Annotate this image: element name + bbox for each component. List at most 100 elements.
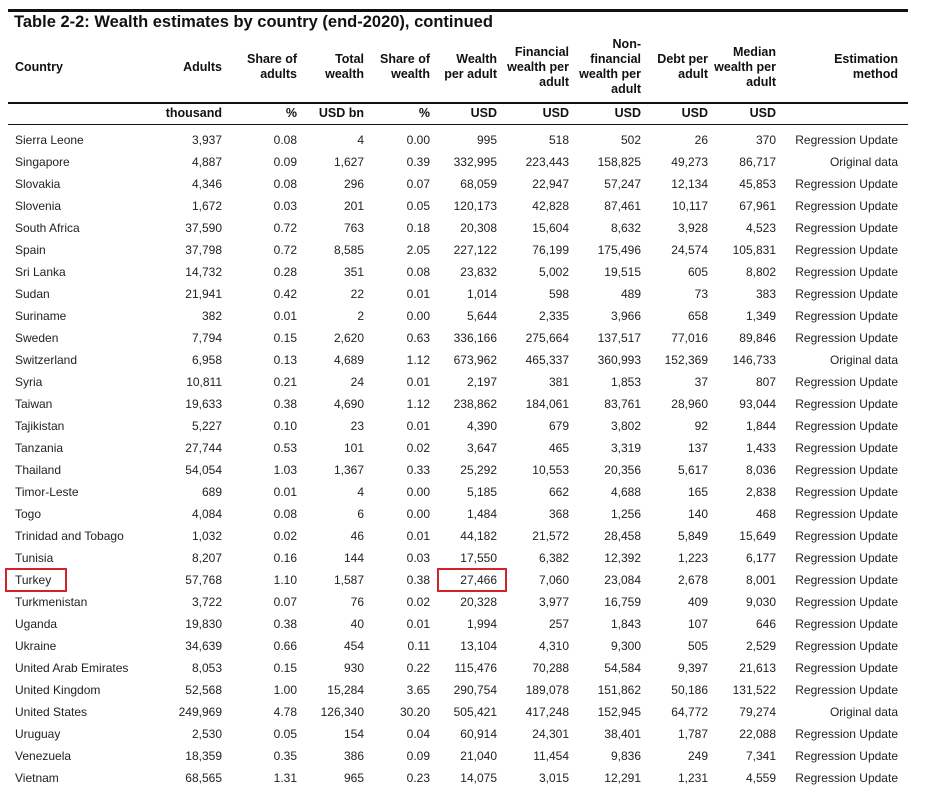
table-cell: 1,223: [677, 551, 708, 565]
table-cell: 689: [201, 485, 222, 499]
table-cell: 64,772: [671, 705, 708, 719]
table-cell: 5,617: [677, 463, 708, 477]
table-row: Sudan 21,941 0.42 22 0.01 1,014 598 489 73 383 Reg…: [0, 284, 945, 306]
table-title: Table 2-2: Wealth estimates by country (…: [14, 13, 493, 31]
table-cell: 2,529: [745, 639, 776, 653]
table-cell: 34,639: [185, 639, 222, 653]
table-row: Tunisia 8,207 0.16 144 0.03 17,550 6,382 12,392…: [0, 548, 945, 570]
table-cell: 8,632: [610, 221, 641, 235]
table-cell: 5,185: [466, 485, 497, 499]
table-cell: 1,787: [677, 727, 708, 741]
table-cell: 25,292: [460, 463, 497, 477]
table-cell: 1,844: [745, 419, 776, 433]
table-cell: 50,186: [671, 683, 708, 697]
table-cell: 0.38: [406, 573, 430, 587]
table-cell: 30.20: [399, 705, 430, 719]
table-cell: 89,846: [739, 331, 776, 345]
table-cell: Regression Update: [795, 507, 898, 521]
table-cell: 45,853: [739, 177, 776, 191]
table-cell: 673,962: [453, 353, 497, 367]
table-cell: 0.02: [406, 595, 430, 609]
table-cell: 0.22: [406, 661, 430, 675]
table-cell: 3,928: [677, 221, 708, 235]
table-cell: 4,887: [191, 155, 222, 169]
country-name: Tajikistan: [15, 419, 65, 433]
table-cell: 38,401: [604, 727, 641, 741]
table-cell: 73: [694, 287, 708, 301]
unit-label: %: [418, 106, 430, 120]
table-cell: 0.05: [273, 727, 297, 741]
table-row: Turkmenistan 3,722 0.07 76 0.02 20,328 3,977 16…: [0, 592, 945, 614]
country-name: South Africa: [15, 221, 80, 235]
table-row: Venezuela 18,359 0.35 386 0.09 21,040 11,454 9,…: [0, 746, 945, 768]
table-cell: 1.10: [273, 573, 297, 587]
table-cell: 165: [687, 485, 708, 499]
table-cell: 1,484: [466, 507, 497, 521]
table-cell: 107: [687, 617, 708, 631]
table-row: United Arab Emirates 8,053 0.15 930 0.22 115,…: [0, 658, 945, 680]
table-cell: 23,832: [460, 265, 497, 279]
column-header: Non-financial wealth per adult: [579, 37, 641, 96]
column-header: Adults: [183, 59, 222, 74]
table-cell: 3,966: [610, 309, 641, 323]
country-name: United States: [15, 705, 88, 719]
unit-label: USD: [681, 106, 708, 120]
table-cell: 1,627: [333, 155, 364, 169]
table-cell: 5,002: [538, 265, 569, 279]
table-cell: 92: [694, 419, 708, 433]
table-cell: 0.01: [406, 287, 430, 301]
table-cell: 4,346: [191, 177, 222, 191]
table-cell: 3,319: [610, 441, 641, 455]
column-header: Share of wealth: [379, 52, 430, 81]
table-cell: 1,349: [745, 309, 776, 323]
table-cell: Regression Update: [795, 331, 898, 345]
country-name: Tunisia: [15, 551, 54, 565]
table-cell: 1,367: [333, 463, 364, 477]
table-cell: 0.53: [273, 441, 297, 455]
table-cell: Regression Update: [795, 529, 898, 543]
unit-label: USD: [614, 106, 641, 120]
table-cell: 4,688: [610, 485, 641, 499]
table-cell: 227,122: [453, 243, 497, 257]
table-cell: Regression Update: [795, 771, 898, 785]
table-cell: 14,732: [185, 265, 222, 279]
table-cell: Regression Update: [795, 463, 898, 477]
table-cell: 8,802: [745, 265, 776, 279]
table-cell: 0.02: [273, 529, 297, 543]
table-cell: 1,843: [610, 617, 641, 631]
table-cell: 0.01: [406, 617, 430, 631]
table-cell: 930: [343, 661, 364, 675]
table-cell: 0.39: [406, 155, 430, 169]
unit-label: %: [285, 106, 297, 120]
table-cell: 76,199: [532, 243, 569, 257]
table-cell: 0.00: [406, 507, 430, 521]
column-header: Total wealth: [325, 52, 364, 81]
table-cell: 49,273: [671, 155, 708, 169]
country-name: Venezuela: [15, 749, 72, 763]
table-cell: 54,054: [185, 463, 222, 477]
table-cell: 175,496: [597, 243, 641, 257]
country-name: Syria: [15, 375, 43, 389]
unit-label: USD: [470, 106, 497, 120]
table-cell: 86,717: [739, 155, 776, 169]
table-cell: Regression Update: [795, 661, 898, 675]
table-row: Timor-Leste 689 0.01 4 0.00 5,185 662 4,688 165 2…: [0, 482, 945, 504]
table-cell: 27,744: [185, 441, 222, 455]
table-row: Uganda 19,830 0.38 40 0.01 1,994 257 1,843 107 64…: [0, 614, 945, 636]
table-cell: 6: [357, 507, 364, 521]
table-cell: 158,825: [597, 155, 641, 169]
table-cell: 9,300: [610, 639, 641, 653]
table-cell: 336,166: [453, 331, 497, 345]
table-cell: Regression Update: [795, 727, 898, 741]
table-cell: 368: [548, 507, 569, 521]
table-cell: 9,030: [745, 595, 776, 609]
table-cell: 417,248: [525, 705, 569, 719]
table-cell: 0.01: [273, 309, 297, 323]
table-row: Spain 37,798 0.72 8,585 2.05 227,122 76,199 175…: [0, 240, 945, 262]
table-cell: 2,838: [745, 485, 776, 499]
table-cell: 23: [350, 419, 364, 433]
table-cell: 1,256: [610, 507, 641, 521]
table-cell: Regression Update: [795, 683, 898, 697]
table-cell: 8,207: [191, 551, 222, 565]
table-cell: 76: [350, 595, 364, 609]
